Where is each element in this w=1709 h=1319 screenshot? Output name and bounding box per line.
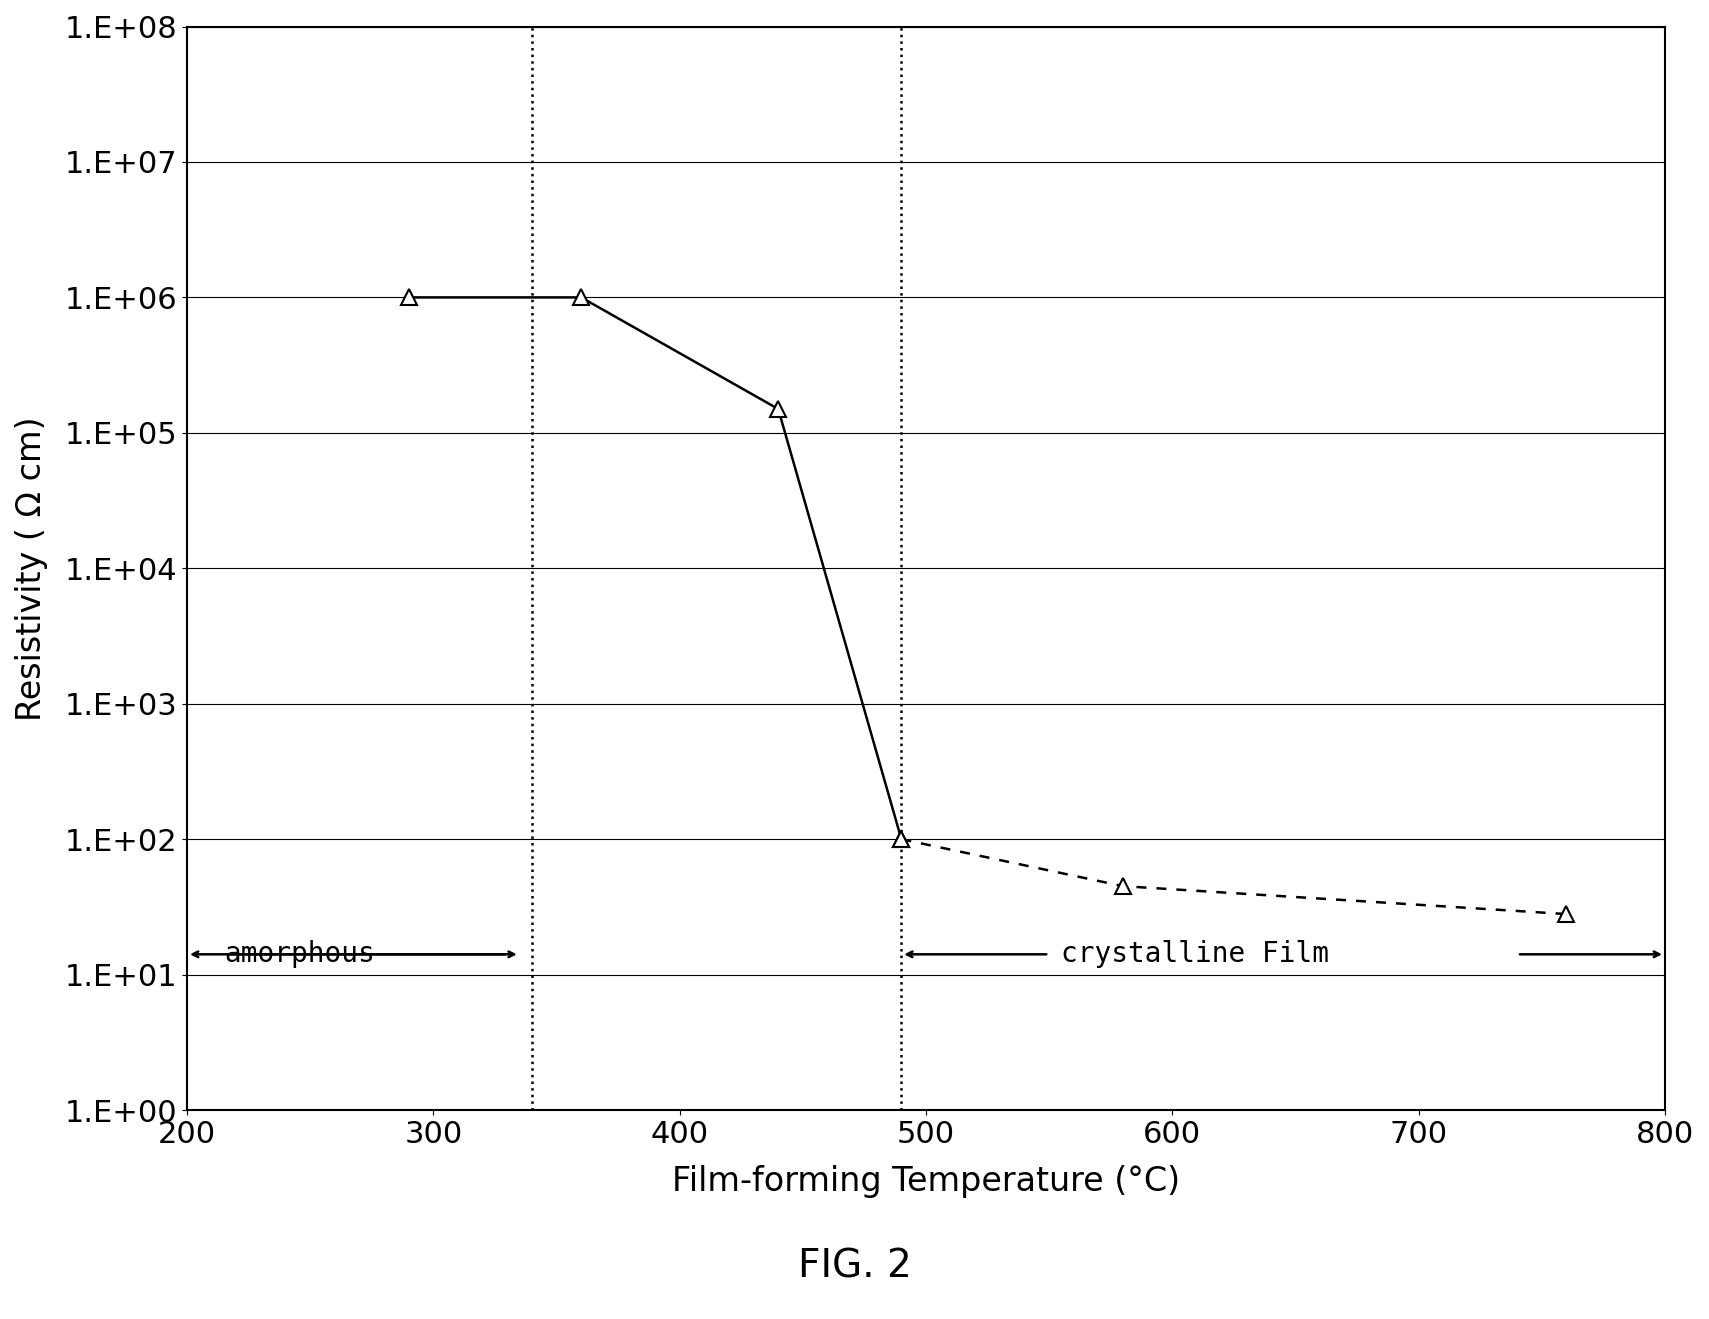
X-axis label: Film-forming Temperature (°C): Film-forming Temperature (°C): [672, 1166, 1181, 1199]
Y-axis label: Resistivity ( Ω cm): Resistivity ( Ω cm): [15, 415, 48, 720]
Text: crystalline Film: crystalline Film: [1061, 940, 1330, 968]
Text: FIG. 2: FIG. 2: [798, 1248, 911, 1285]
Text: amorphous: amorphous: [224, 940, 374, 968]
